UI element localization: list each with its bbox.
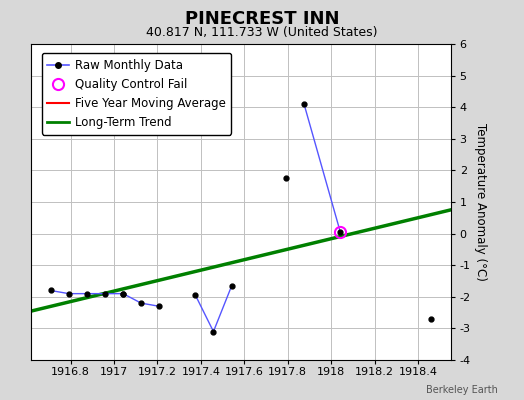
Text: 40.817 N, 111.733 W (United States): 40.817 N, 111.733 W (United States): [146, 26, 378, 39]
Text: Berkeley Earth: Berkeley Earth: [426, 385, 498, 395]
Legend: Raw Monthly Data, Quality Control Fail, Five Year Moving Average, Long-Term Tren: Raw Monthly Data, Quality Control Fail, …: [41, 53, 232, 134]
Y-axis label: Temperature Anomaly (°C): Temperature Anomaly (°C): [474, 123, 487, 281]
Text: PINECREST INN: PINECREST INN: [185, 10, 339, 28]
